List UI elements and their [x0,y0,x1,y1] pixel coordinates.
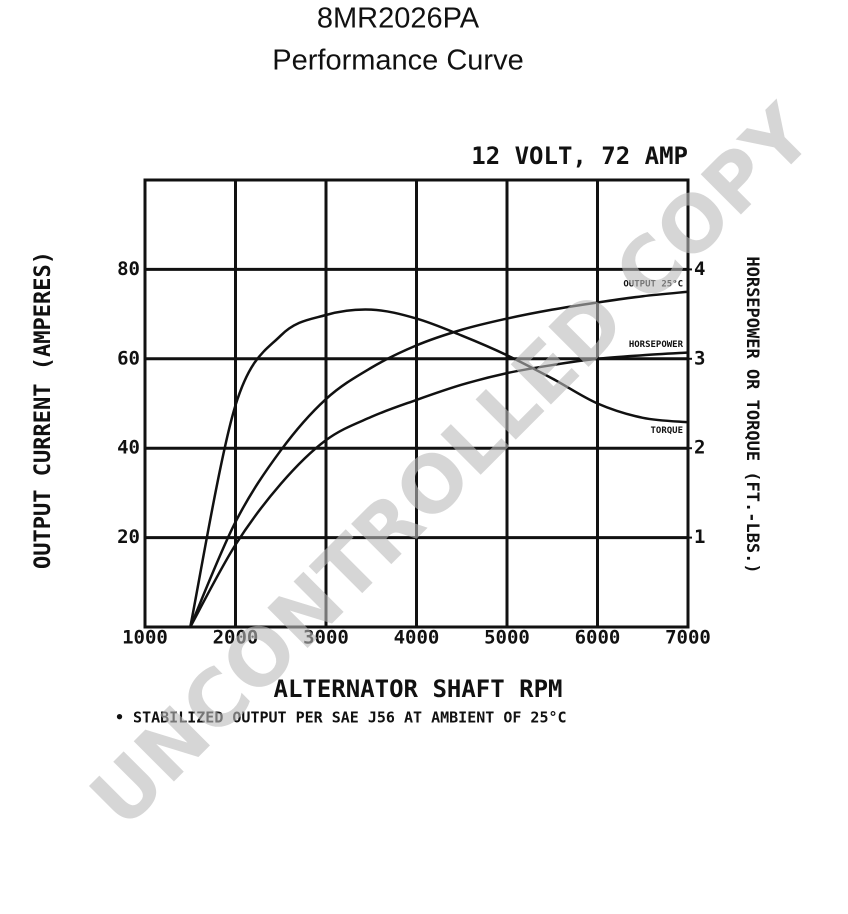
y2-tick-label: 1 [694,526,705,548]
x-tick-label: 2000 [213,627,259,649]
series-label: HORSEPOWER [629,340,684,350]
series-label: OUTPUT 25°C [623,279,683,289]
footnote: • STABILIZED OUTPUT PER SAE J56 AT AMBIE… [115,709,567,727]
series-label: TORQUE [650,426,683,436]
x-axis-label: ALTERNATOR SHAFT RPM [274,675,563,703]
y-axis-label: OUTPUT CURRENT (AMPERES) [31,251,56,569]
series-line [189,351,689,628]
y-tick-label: 60 [117,347,140,369]
chart-label: 12 VOLT, 72 AMP [471,142,688,170]
chart-subtitle: Performance Curve [272,45,523,77]
series-line [189,308,689,628]
watermark: UNCONTROLLED COPY [74,88,831,845]
chart-title: 8MR2026PA [317,3,480,35]
y2-tick-label: 2 [694,437,705,459]
y2-tick-label: 3 [694,347,705,369]
series-line [189,290,689,628]
y2-tick-label: 4 [694,258,705,280]
x-tick-label: 5000 [484,627,530,649]
y-tick-label: 80 [117,258,140,280]
x-tick-label: 3000 [303,627,349,649]
y-tick-label: 20 [117,526,140,548]
x-tick-label: 7000 [665,627,711,649]
x-tick-label: 6000 [575,627,621,649]
x-tick-label: 1000 [122,627,168,649]
y2-axis-label: HORSEPOWER OR TORQUE (FT.-LBS.) [742,256,762,573]
y-tick-label: 40 [117,437,140,459]
x-tick-label: 4000 [394,627,440,649]
